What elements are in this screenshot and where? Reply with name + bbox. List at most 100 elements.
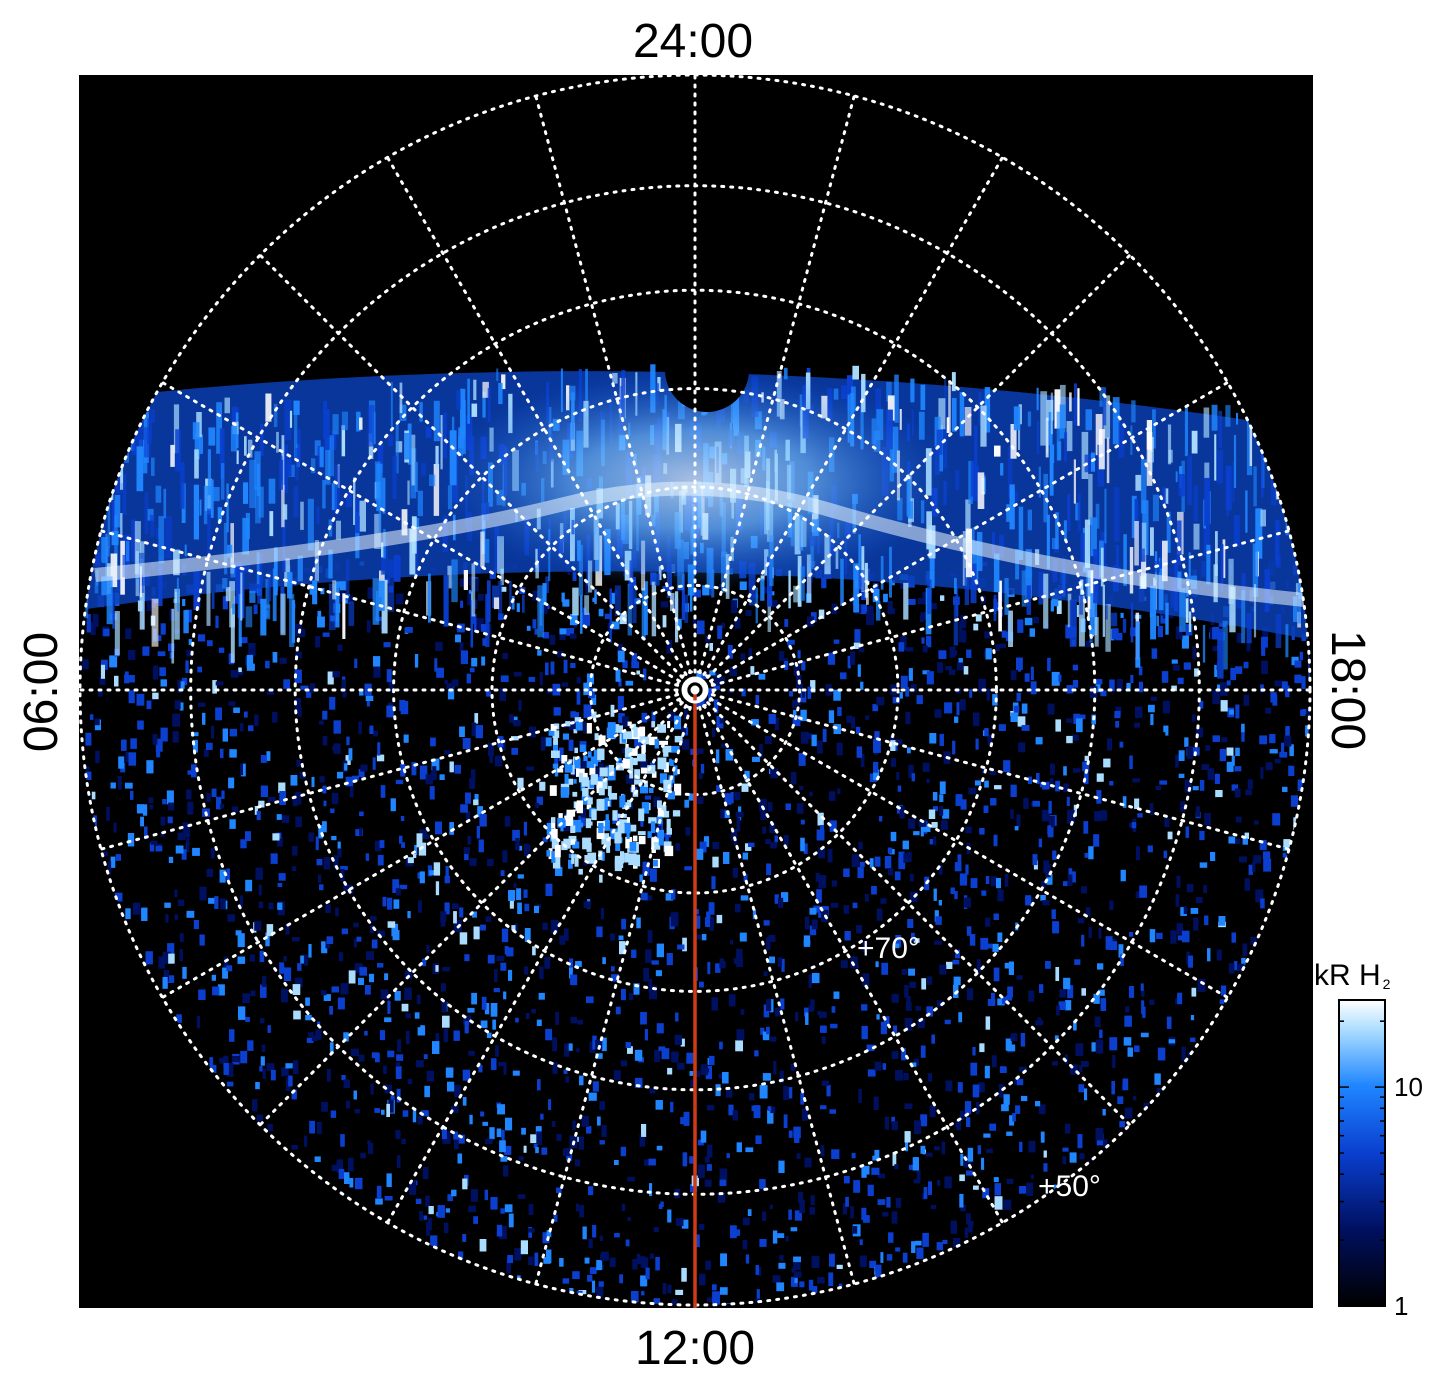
emission-pixel — [446, 683, 454, 690]
oval-streak — [545, 576, 549, 594]
emission-pixel — [447, 1194, 453, 1202]
oval-streak — [1159, 540, 1163, 569]
oval-streak — [263, 604, 271, 620]
emission-pixel — [180, 681, 185, 689]
emission-pixel — [253, 604, 258, 615]
emission-pixel — [507, 1255, 514, 1264]
emission-pixel — [778, 1160, 785, 1173]
emission-pixel — [214, 896, 219, 909]
emission-pixel — [705, 917, 710, 927]
oval-streak — [1048, 412, 1053, 446]
emission-pixel — [912, 1157, 919, 1171]
emission-pixel — [647, 831, 652, 838]
emission-pixel — [270, 1069, 276, 1081]
emission-pixel — [1210, 852, 1216, 861]
emission-pixel — [891, 993, 899, 1003]
emission-pixel — [952, 650, 958, 656]
emission-pixel — [1069, 1152, 1077, 1163]
emission-pixel — [801, 731, 809, 744]
oval-streak — [944, 377, 947, 417]
emission-pixel — [1170, 930, 1177, 944]
emission-pixel — [833, 991, 840, 999]
emission-pixel — [1297, 779, 1304, 791]
emission-pixel — [290, 775, 298, 786]
emission-pixel — [629, 757, 633, 769]
emission-pixel — [632, 1259, 638, 1270]
emission-pixel — [555, 867, 563, 876]
emission-pixel — [617, 643, 624, 657]
emission-pixel — [1186, 951, 1190, 965]
emission-pixel — [179, 702, 184, 711]
oval-streak — [993, 553, 1000, 593]
oval-streak — [273, 403, 278, 428]
oval-streak — [1118, 422, 1125, 458]
oval-streak — [1193, 523, 1200, 550]
oval-streak — [260, 424, 264, 456]
emission-pixel — [714, 673, 720, 686]
emission-pixel — [323, 994, 331, 1001]
emission-pixel — [517, 777, 524, 789]
oval-streak — [1040, 391, 1048, 446]
oval-streak — [170, 444, 175, 467]
oval-streak — [1152, 409, 1156, 449]
emission-pixel — [1109, 781, 1114, 786]
emission-pixel — [622, 716, 629, 727]
oval-streak — [1167, 424, 1172, 465]
emission-pixel — [1085, 907, 1091, 917]
emission-pixel — [926, 671, 934, 685]
emission-pixel — [1033, 617, 1039, 624]
emission-pixel — [1282, 852, 1287, 858]
oval-streak — [120, 513, 123, 536]
emission-pixel — [920, 825, 924, 837]
emission-pixel — [886, 1197, 891, 1208]
emission-pixel — [179, 949, 183, 962]
emission-pixel — [341, 679, 345, 693]
emission-pixel — [1019, 1141, 1023, 1152]
emission-pixel — [1017, 716, 1026, 727]
emission-pixel — [117, 776, 122, 790]
colorbar-tick-label-10: 10 — [1394, 1072, 1423, 1102]
emission-pixel — [982, 1188, 990, 1199]
emission-pixel — [629, 842, 637, 852]
emission-pixel — [956, 702, 960, 716]
emission-pixel — [1076, 718, 1083, 733]
oval-streak — [236, 450, 239, 465]
emission-pixel — [639, 759, 648, 769]
emission-pixel — [291, 866, 297, 871]
emission-pixel — [1186, 883, 1194, 893]
oval-streak — [295, 448, 299, 481]
emission-pixel — [208, 897, 215, 904]
oval-streak — [1089, 609, 1093, 643]
emission-pixel — [731, 828, 738, 841]
oval-streak — [980, 405, 987, 447]
emission-pixel — [476, 826, 480, 839]
oval-streak — [147, 508, 154, 521]
emission-pixel — [978, 678, 986, 693]
emission-pixel — [979, 828, 985, 835]
emission-pixel — [958, 622, 962, 633]
emission-pixel — [523, 889, 528, 898]
emission-pixel — [137, 804, 144, 814]
emission-pixel — [653, 796, 661, 807]
emission-pixel — [367, 587, 373, 599]
emission-pixel — [445, 1067, 454, 1078]
emission-pixel — [536, 1131, 543, 1145]
emission-pixel — [740, 1009, 745, 1015]
emission-pixel — [325, 940, 330, 949]
emission-pixel — [735, 1040, 743, 1052]
emission-pixel — [763, 971, 768, 977]
emission-pixel — [1042, 781, 1050, 790]
oval-streak — [414, 517, 420, 529]
oval-streak — [243, 482, 249, 504]
emission-pixel — [283, 955, 287, 962]
emission-pixel — [103, 628, 110, 637]
emission-pixel — [475, 725, 483, 739]
lt-label-bottom: 12:00 — [635, 1322, 755, 1375]
emission-pixel — [669, 759, 674, 766]
emission-pixel — [311, 776, 315, 788]
emission-pixel — [187, 770, 195, 775]
oval-streak — [1275, 613, 1282, 648]
emission-pixel — [1272, 813, 1281, 826]
oval-streak — [858, 570, 865, 592]
oval-streak — [136, 446, 144, 492]
